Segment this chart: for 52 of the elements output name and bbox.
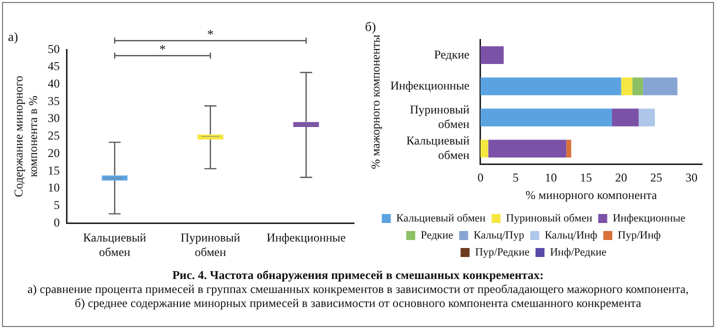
legend-label: Пур/Редкие	[475, 246, 530, 258]
bar	[612, 108, 639, 126]
chart-title: а)	[8, 29, 18, 44]
x-tick-label: 15	[580, 170, 592, 185]
legend-label: Кальц/Инф	[544, 229, 598, 242]
y-tick-label: 35	[48, 94, 60, 108]
legend-label: Инф/Редкие	[550, 246, 607, 258]
y-tick-label: 30	[48, 111, 60, 126]
y-tick-label: 40	[48, 76, 60, 90]
bar	[642, 77, 678, 96]
bar	[480, 108, 612, 126]
x-tick-label: Инфекционные	[266, 230, 346, 245]
y-tick-label: Инфекционные	[390, 78, 470, 92]
bar	[638, 108, 655, 126]
x-tick-label: 30	[685, 170, 698, 185]
text: б) среднее содержание минорных примесей в зависимости от основного компонента смешанного конкремента	[74, 296, 642, 310]
x-tick-label: 20	[615, 170, 628, 185]
y-axis-title: % мажорного компоненты	[368, 34, 382, 170]
bar	[621, 77, 632, 96]
x-tick-label: 5	[512, 170, 519, 185]
text: а) сравнение процента примесей в группах смешанных конкрементов в зависимости от преобладающего мажорного компонента,	[26, 282, 690, 296]
bar	[480, 140, 488, 158]
x-tick-label: 25	[650, 170, 662, 185]
y-axis-title: Содержание минорного компонента в %	[11, 76, 40, 198]
y-tick-label: 25	[48, 128, 60, 143]
annotation: *	[159, 42, 166, 57]
y-tick-label: Редкие	[434, 47, 470, 62]
y-tick-label: 5	[54, 198, 60, 212]
x-axis-title: % минорного компонента	[526, 188, 658, 202]
bar	[632, 77, 643, 96]
bar	[480, 46, 504, 64]
legend-label: Пуриновый обмен	[506, 212, 592, 224]
text: б)	[365, 19, 376, 34]
bar	[488, 140, 566, 158]
legend-label: Пур/Инф	[618, 229, 661, 242]
x-tick-label: 0	[477, 170, 484, 185]
x-tick-label: Кальциевый обмен	[83, 230, 147, 259]
y-tick-label: 20	[48, 146, 60, 160]
y-tick-label: 45	[48, 59, 60, 74]
legend-label: Кальц/Пур	[474, 229, 525, 242]
y-tick-label: Пуриновый обмен	[410, 102, 470, 131]
y-tick-label: 10	[48, 180, 60, 195]
y-tick-label: 50	[48, 42, 60, 56]
y-tick-label: Кальциевый обмен	[406, 134, 470, 162]
text: Рис. 4. Частота обнаружения примесей в смешанных конкрементах:	[171, 268, 545, 282]
x-tick-label: Пуриновый обмен	[180, 230, 241, 259]
text: *	[207, 26, 214, 42]
bar	[566, 140, 572, 158]
x-tick-label: 10	[544, 170, 557, 185]
bar	[480, 77, 622, 96]
y-tick-label: 0	[54, 215, 60, 230]
legend-label: Инфекционные	[612, 212, 686, 224]
